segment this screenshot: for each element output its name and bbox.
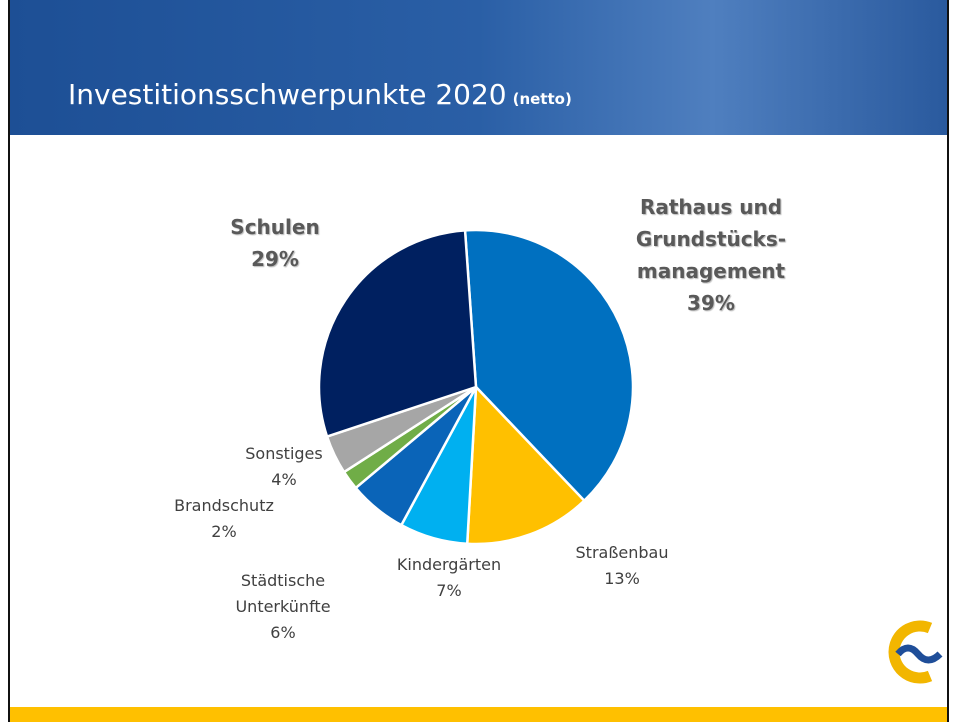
value-label: 7% bbox=[436, 581, 462, 600]
border bbox=[8, 0, 10, 722]
value-label: 39% bbox=[687, 291, 735, 315]
slice-label: Städtische Unterkünfte 6% bbox=[235, 568, 330, 646]
border bbox=[947, 0, 949, 722]
slice-label: Rathaus und Grundstücks- management 39% bbox=[636, 191, 786, 319]
pie-slice bbox=[463, 228, 635, 503]
slice-label: Sonstiges 4% bbox=[245, 441, 322, 493]
pie-slice bbox=[465, 384, 587, 546]
pie-slice bbox=[317, 229, 478, 439]
value-label: 29% bbox=[251, 247, 299, 271]
slice-label: Kindergärten 7% bbox=[397, 552, 501, 604]
slice-label: Straßenbau 13% bbox=[576, 540, 669, 592]
category: Sonstiges bbox=[245, 444, 323, 463]
category: Straßenbau bbox=[575, 543, 669, 562]
value-label: 13% bbox=[604, 569, 640, 588]
title: Investitionsschwerpunkte 2020 (netto) bbox=[68, 78, 572, 111]
category: Städtische Unterkünfte bbox=[235, 571, 331, 616]
value-label: 4% bbox=[271, 470, 297, 489]
slice-label: Schulen 29% bbox=[230, 211, 319, 275]
category: Rathaus und Grundstücks- management bbox=[635, 195, 787, 283]
chart-subtitle: (netto) bbox=[512, 90, 572, 108]
category: Brandschutz bbox=[174, 496, 274, 515]
value-label: 6% bbox=[270, 623, 296, 642]
value-label: 2% bbox=[211, 522, 237, 541]
header-band bbox=[10, 0, 947, 135]
chart-title: Investitionsschwerpunkte 2020 bbox=[68, 78, 507, 111]
category: Kindergärten bbox=[396, 555, 502, 574]
footer-band bbox=[10, 707, 947, 722]
category: Schulen bbox=[230, 215, 320, 239]
logo bbox=[888, 620, 943, 684]
slice-label: Brandschutz 2% bbox=[174, 493, 274, 545]
